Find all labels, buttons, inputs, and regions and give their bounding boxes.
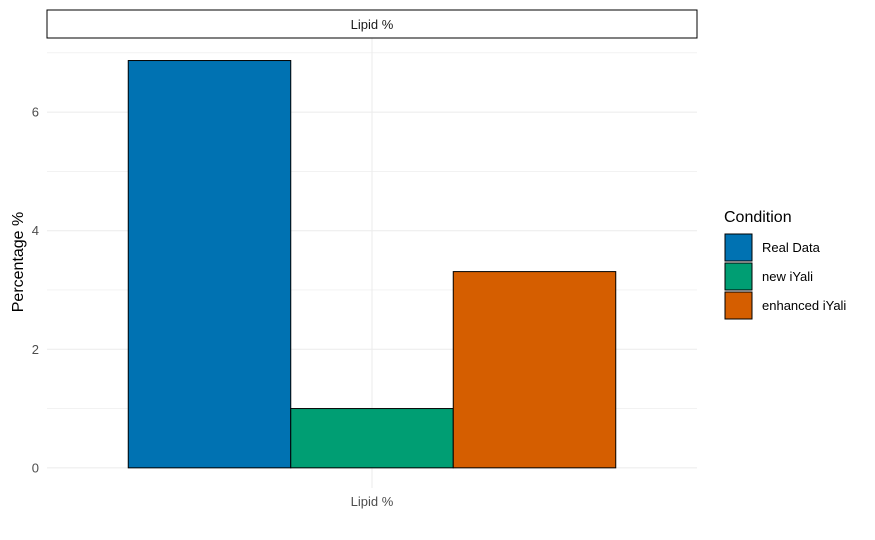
legend-label: Real Data (762, 240, 821, 255)
bar-new-iyali (290, 408, 454, 469)
y-axis-title: Percentage % (10, 212, 27, 313)
bar-enhanced-iyali (452, 271, 617, 469)
y-tick-label: 2 (32, 342, 39, 357)
facet-strip (46, 9, 698, 39)
y-axis-ticks: 0 2 4 6 (32, 105, 39, 476)
legend-title: Condition (724, 209, 792, 226)
y-tick-label: 6 (32, 105, 39, 120)
facet-strip-label: Lipid % (351, 17, 394, 32)
legend-key-new-iyali (724, 262, 753, 291)
x-tick-label: Lipid % (351, 494, 394, 509)
bar-real-data (127, 60, 292, 469)
y-tick-label: 0 (32, 460, 39, 475)
legend-key-real-data (724, 233, 753, 262)
bars (127, 60, 617, 469)
legend-label: new iYali (762, 269, 813, 284)
legend-label: enhanced iYali (762, 298, 846, 313)
x-axis-ticks: Lipid % (351, 494, 394, 509)
legend-items: Real Data new iYali enhanced iYali (724, 233, 846, 320)
legend: Condition Real Data new iYali enhanced iYa… (724, 209, 846, 320)
legend-key-enhanced-iyali (724, 291, 753, 320)
y-tick-label: 4 (32, 223, 39, 238)
